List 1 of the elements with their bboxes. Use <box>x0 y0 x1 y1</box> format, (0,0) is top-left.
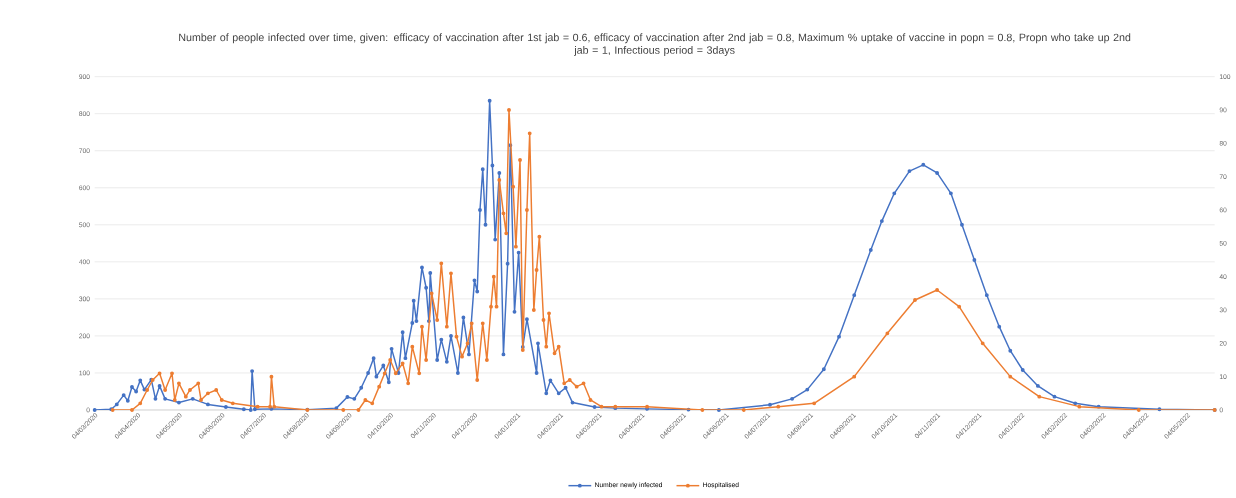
chart-title: Number of people infected over time, given: efficacy of vaccination after 1st jab = 0.6, efficacy of vaccination after 2nd jab = 0.8, Maximum % uptake of vaccine in popn = 0.8, Propn who take up 2nd jab = 1, Infectious period = 3days <box>179 33 1131 56</box>
